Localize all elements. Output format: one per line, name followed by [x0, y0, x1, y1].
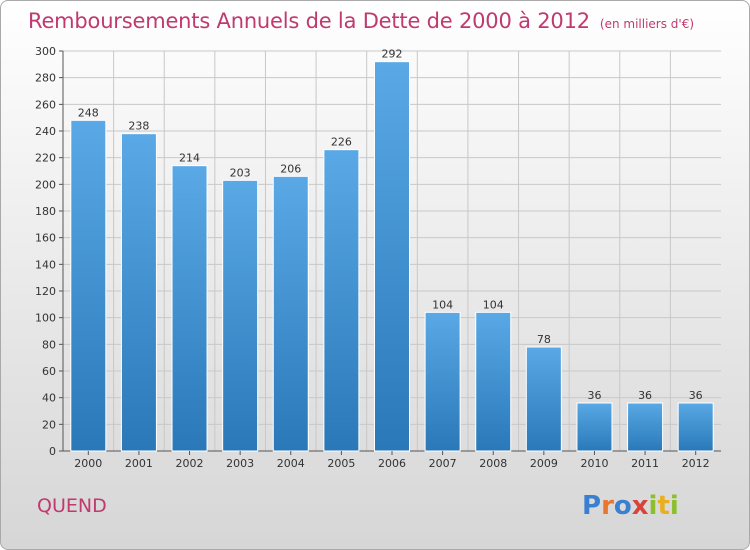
bar	[374, 61, 410, 452]
bar	[222, 179, 259, 452]
x-tick-label: 2004	[277, 457, 305, 470]
y-tick-label: 120	[35, 285, 56, 298]
x-tick-label: 2006	[378, 457, 406, 470]
y-tick-label: 80	[42, 338, 56, 351]
y-tick-label: 280	[35, 72, 56, 85]
bar	[475, 311, 512, 452]
y-tick-label: 0	[49, 445, 56, 458]
x-tick-label: 2008	[479, 457, 507, 470]
y-tick-label: 180	[35, 205, 56, 218]
x-tick-label: 2003	[226, 457, 254, 470]
data-label: 78	[537, 333, 551, 346]
data-label: 36	[638, 389, 652, 402]
data-label: 36	[689, 389, 703, 402]
x-tick-label: 2007	[429, 457, 457, 470]
y-tick-label: 300	[35, 45, 56, 58]
y-tick-label: 140	[35, 258, 56, 271]
bar	[120, 133, 157, 452]
data-label: 226	[331, 136, 352, 149]
data-label: 104	[483, 298, 504, 311]
data-label: 203	[230, 166, 251, 179]
data-label: 292	[382, 48, 403, 61]
y-tick-label: 160	[35, 232, 56, 245]
x-tick-label: 2009	[530, 457, 558, 470]
data-label: 104	[432, 298, 453, 311]
data-label: 248	[78, 106, 99, 119]
bar	[424, 311, 461, 452]
logo-letter: P	[582, 491, 602, 521]
y-tick-label: 220	[35, 152, 56, 165]
logo-letter: o	[613, 491, 632, 521]
logo-letter: r	[601, 491, 614, 521]
y-tick-label: 60	[42, 365, 56, 378]
logo-letter: t	[657, 491, 670, 521]
data-label: 238	[128, 120, 149, 133]
logo-letter: i	[648, 491, 658, 521]
y-tick-label: 20	[42, 418, 56, 431]
x-tick-label: 2001	[125, 457, 153, 470]
x-tick-label: 2010	[580, 457, 608, 470]
bar	[627, 402, 664, 452]
logo-letter: i	[669, 491, 679, 521]
chart-title: Remboursements Annuels de la Dette de 20…	[28, 9, 590, 33]
bar	[677, 402, 714, 452]
bar	[576, 402, 613, 452]
data-label: 214	[179, 152, 200, 165]
x-tick-label: 2002	[176, 457, 204, 470]
x-tick-label: 2012	[682, 457, 710, 470]
chart-subtitle: (en milliers d'€)	[599, 17, 695, 31]
bar	[272, 175, 309, 452]
chart-title-row: Remboursements Annuels de la Dette de 20…	[28, 9, 694, 33]
bar	[171, 165, 208, 452]
x-tick-label: 2011	[631, 457, 659, 470]
x-tick-label: 2005	[327, 457, 355, 470]
y-tick-label: 240	[35, 125, 56, 138]
data-label: 206	[280, 162, 301, 175]
x-tick-label: 2000	[74, 457, 102, 470]
y-tick-label: 40	[42, 392, 56, 405]
data-label: 36	[587, 389, 601, 402]
bar	[323, 149, 360, 452]
y-tick-label: 260	[35, 98, 56, 111]
bar	[525, 346, 562, 452]
commune-name: QUEND	[37, 495, 107, 517]
y-tick-label: 100	[35, 312, 56, 325]
y-tick-label: 200	[35, 178, 56, 191]
logo-letter: x	[631, 491, 649, 521]
bar	[70, 119, 107, 452]
proxiti-logo: Proxiti	[582, 491, 679, 521]
